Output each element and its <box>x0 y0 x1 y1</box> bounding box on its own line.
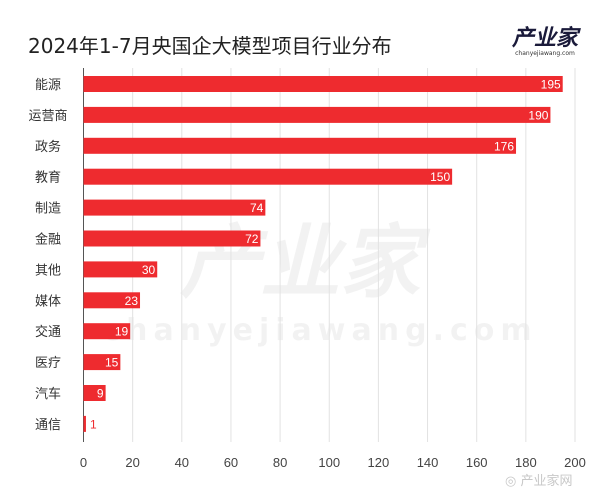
x-tick-label: 120 <box>368 455 390 470</box>
value-label: 150 <box>430 170 450 184</box>
x-tick-label: 200 <box>564 455 586 470</box>
value-label: 176 <box>494 139 514 153</box>
weibo-icon: ◎ <box>505 474 517 489</box>
bar <box>83 385 106 401</box>
value-label: 72 <box>245 232 259 246</box>
category-label: 汽车 <box>35 386 61 402</box>
category-label: 交通 <box>35 324 61 340</box>
category-label: 媒体 <box>35 294 61 309</box>
bar <box>83 137 517 154</box>
weibo-watermark: ◎ 产业家网 <box>505 470 573 489</box>
value-label: 74 <box>250 201 264 215</box>
logo-url: chanyejiawang.com <box>515 50 575 57</box>
bar <box>83 168 453 185</box>
bar <box>83 106 551 123</box>
chart-title: 2024年1-7月央国企大模型项目行业分布 <box>28 34 392 58</box>
bar <box>83 415 86 432</box>
x-tick-label: 100 <box>318 455 340 470</box>
category-label: 政务 <box>35 139 61 155</box>
value-label: 9 <box>97 387 104 401</box>
x-tick-label: 40 <box>175 455 189 470</box>
category-label: 其他 <box>35 263 61 278</box>
value-label: 19 <box>115 325 129 339</box>
value-label: 30 <box>142 263 156 277</box>
value-label: 190 <box>528 108 548 122</box>
bar <box>83 199 266 216</box>
category-label: 制造 <box>35 202 61 217</box>
weibo-name: 产业家网 <box>520 474 573 489</box>
bar <box>83 323 131 340</box>
category-label: 医疗 <box>35 356 61 371</box>
category-label: 运营商 <box>28 109 67 124</box>
bar <box>83 230 261 247</box>
value-label: 195 <box>541 78 561 92</box>
background-watermark-url: chanyejiawang.com <box>102 313 537 348</box>
bar <box>83 292 141 309</box>
value-label: 23 <box>125 294 139 308</box>
category-label: 教育 <box>35 170 61 186</box>
x-tick-label: 140 <box>417 455 439 470</box>
x-tick-label: 180 <box>515 455 537 470</box>
x-tick-label: 0 <box>80 455 87 470</box>
value-label: 15 <box>105 356 119 370</box>
bar <box>83 76 563 92</box>
x-tick-label: 80 <box>273 455 287 470</box>
logo-text: 产业家 <box>511 26 578 51</box>
category-label: 能源 <box>35 78 61 93</box>
category-label: 金融 <box>35 232 61 248</box>
bar <box>83 261 158 278</box>
x-tick-label: 60 <box>224 455 238 470</box>
background-watermark: 产业家 <box>180 216 431 309</box>
value-label: 1 <box>90 417 97 431</box>
category-label: 通信 <box>35 418 61 433</box>
x-tick-label: 20 <box>125 455 139 470</box>
x-tick-label: 160 <box>466 455 488 470</box>
brand-logo: 产业家 chanyejiawang.com <box>505 28 585 58</box>
bar <box>83 354 121 371</box>
